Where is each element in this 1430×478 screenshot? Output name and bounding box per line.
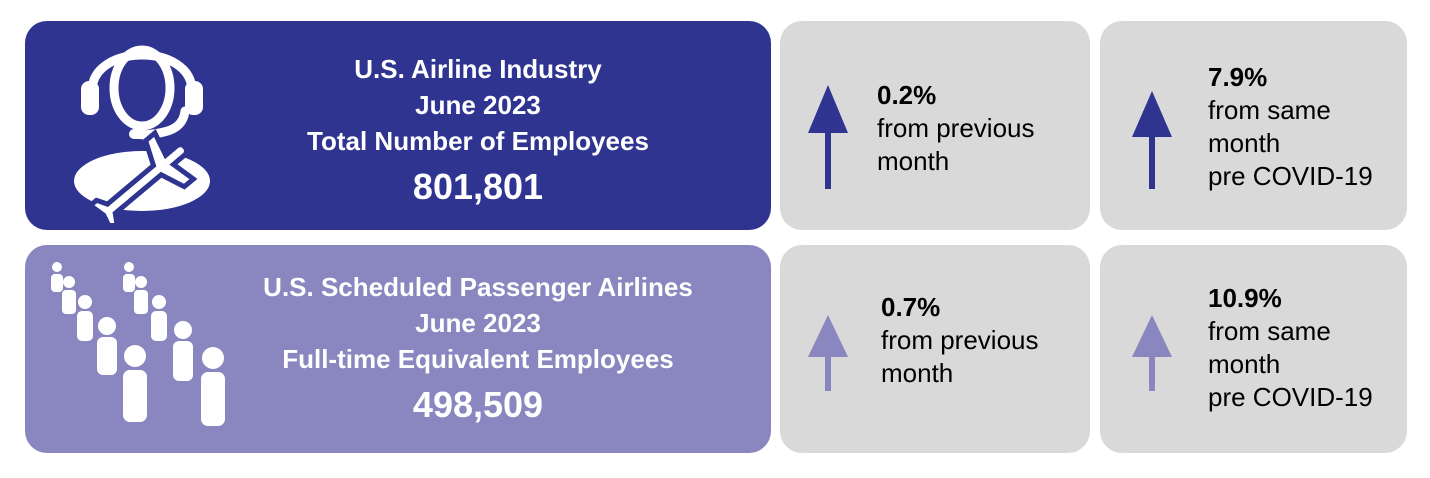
- card-title-line2: June 2023: [415, 90, 541, 120]
- card-title-line2: June 2023: [415, 308, 541, 338]
- passenger-airlines-text: U.S. Scheduled Passenger Airlines June 2…: [205, 269, 751, 429]
- arrow-up-icon: [1132, 315, 1172, 391]
- monthly-change-card: 0.2% from previous month: [780, 21, 1090, 230]
- arrow-up-icon: [1132, 91, 1172, 189]
- card-title-line3: Full-time Equivalent Employees: [282, 344, 674, 374]
- passenger-airlines-card: U.S. Scheduled Passenger Airlines June 2…: [25, 245, 771, 453]
- total-employees-value: 801,801: [412, 166, 544, 207]
- stat-label: from previous month: [877, 113, 1035, 176]
- card-title-line1: U.S. Scheduled Passenger Airlines: [263, 272, 693, 302]
- headset-agent-airplane-icon: [74, 45, 210, 223]
- stat-value: 0.7%: [881, 292, 941, 322]
- airline-industry-card: U.S. Airline Industry June 2023 Total Nu…: [25, 21, 771, 230]
- stat-label: from previous month: [881, 325, 1039, 388]
- monthly-change-text: 0.7% from previous month: [881, 291, 1039, 390]
- people-queue-icon: [51, 262, 225, 426]
- card-title-line3: Total Number of Employees: [307, 126, 649, 156]
- arrow-up-icon: [808, 85, 848, 189]
- monthly-change-card: 0.7% from previous month: [780, 245, 1090, 453]
- pre-covid-change-card: 10.9% from same month pre COVID-19: [1100, 245, 1407, 453]
- airline-industry-text: U.S. Airline Industry June 2023 Total Nu…: [205, 51, 751, 211]
- stat-label: from same month pre COVID-19: [1208, 316, 1373, 412]
- arrow-up-icon: [808, 315, 848, 391]
- fte-employees-value: 498,509: [412, 384, 544, 425]
- stat-value: 7.9%: [1208, 62, 1268, 92]
- card-title-line1: U.S. Airline Industry: [354, 54, 602, 84]
- stat-value: 0.2%: [877, 80, 937, 110]
- pre-covid-change-text: 10.9% from same month pre COVID-19: [1208, 282, 1373, 414]
- stat-value: 10.9%: [1208, 283, 1282, 313]
- pre-covid-change-text: 7.9% from same month pre COVID-19: [1208, 61, 1373, 193]
- pre-covid-change-card: 7.9% from same month pre COVID-19: [1100, 21, 1407, 230]
- stat-label: from same month pre COVID-19: [1208, 95, 1373, 191]
- monthly-change-text: 0.2% from previous month: [877, 79, 1035, 178]
